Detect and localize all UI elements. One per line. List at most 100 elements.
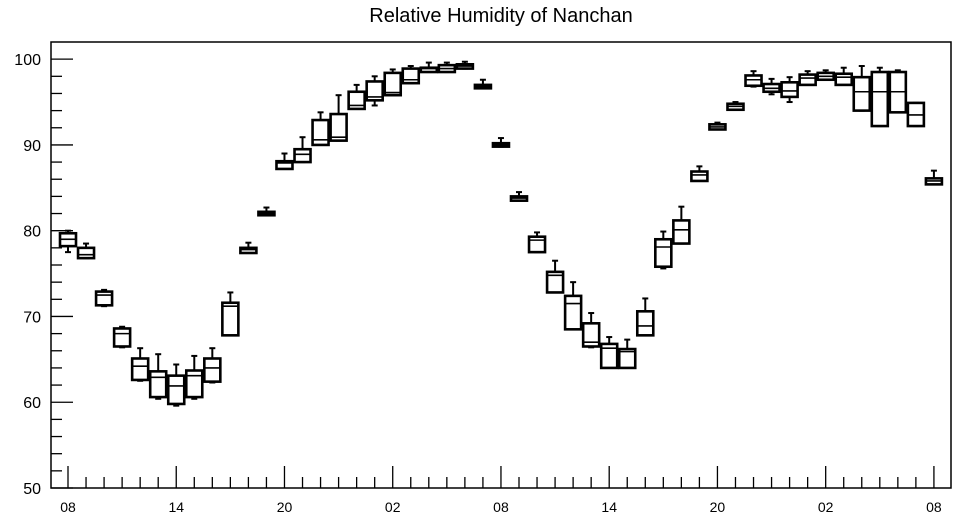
box-iqr [654,237,673,269]
x-axis: 08 14 20 02 08 14 20 02 08 [60,466,942,515]
box-iqr [834,72,854,87]
box-30 [599,336,619,370]
box-iqr [527,235,547,254]
box-37 [726,101,745,112]
y-tick-label: 50 [23,481,41,498]
box-iqr [419,66,439,74]
box-iqr [635,310,655,337]
box-iqr [798,73,817,87]
y-tick-label: 90 [23,138,41,155]
box-iqr [581,322,601,348]
chart-title: Relative Humidity of Nanchan [369,5,632,27]
box-iqr [383,71,403,97]
box-23 [473,78,493,90]
box-44 [852,65,872,112]
box-42 [816,69,835,82]
box-46 [888,69,908,114]
box-5 [148,353,168,400]
y-tick-label: 80 [23,224,41,241]
box-0 [58,229,78,254]
box-32 [635,297,655,337]
box-24 [491,137,511,148]
box-iqr [166,374,186,406]
box-iqr [112,327,132,348]
box-iqr [94,290,114,307]
box-17 [365,75,384,107]
box-7 [184,354,204,400]
box-iqr [690,170,709,183]
x-tick-label: 08 [493,499,509,515]
box-27 [545,259,565,294]
box-3 [112,325,132,349]
box-iqr [599,342,619,370]
box-iqr [329,112,348,142]
box-21 [437,61,457,74]
box-16 [347,83,366,111]
box-iqr [852,75,872,112]
box-10 [239,241,258,255]
box-iqr [311,118,330,147]
box-39 [762,77,781,96]
box-25 [509,191,529,202]
x-tick-label: 20 [277,499,293,515]
box-45 [870,66,890,128]
x-tick-label: 02 [818,499,834,515]
box-iqr [563,294,583,331]
box-8 [203,347,222,384]
box-26 [527,231,547,254]
box-14 [311,111,330,147]
box-20 [419,61,439,74]
box-6 [166,363,186,407]
box-series [58,60,944,407]
box-iqr [545,270,565,294]
box-iqr [148,370,168,399]
box-iqr [239,246,258,255]
y-tick-label: 70 [23,309,41,326]
x-tick-label: 08 [926,499,942,515]
box-iqr [184,369,204,399]
box-1 [76,242,96,260]
box-9 [221,291,240,337]
box-19 [401,65,421,85]
y-tick-label: 60 [23,395,41,412]
box-15 [329,94,348,142]
box-11 [257,206,276,217]
box-12 [275,152,294,171]
x-tick-label: 20 [710,499,726,515]
box-43 [834,66,854,87]
box-13 [293,136,312,164]
box-iqr [672,219,691,245]
box-iqr [293,147,312,164]
plot-area-frame [50,41,952,489]
box-47 [906,101,926,128]
box-iqr [744,74,763,88]
box-38 [744,70,763,88]
y-axis: 50 60 70 80 90 100 [14,52,73,498]
x-tick-label: 14 [601,499,617,515]
box-31 [617,338,637,370]
box-iqr [870,70,890,128]
box-iqr [221,301,240,337]
box-iqr [275,159,294,171]
box-iqr [76,246,96,260]
box-iqr [365,80,384,102]
box-41 [798,70,817,87]
box-iqr [780,81,799,99]
box-22 [455,60,475,70]
box-36 [708,121,727,131]
y-tick-label: 100 [14,52,41,69]
box-18 [383,68,403,97]
box-iqr [130,357,150,382]
box-33 [654,230,673,270]
box-48 [924,169,944,186]
box-35 [690,165,709,183]
box-iqr [347,90,366,111]
box-28 [563,281,583,331]
x-tick-label: 08 [60,499,76,515]
x-tick-label: 14 [168,499,184,515]
x-tick-label: 02 [385,499,401,515]
box-iqr [203,357,222,383]
box-29 [581,312,601,349]
box-4 [130,347,150,382]
box-iqr [401,67,421,85]
